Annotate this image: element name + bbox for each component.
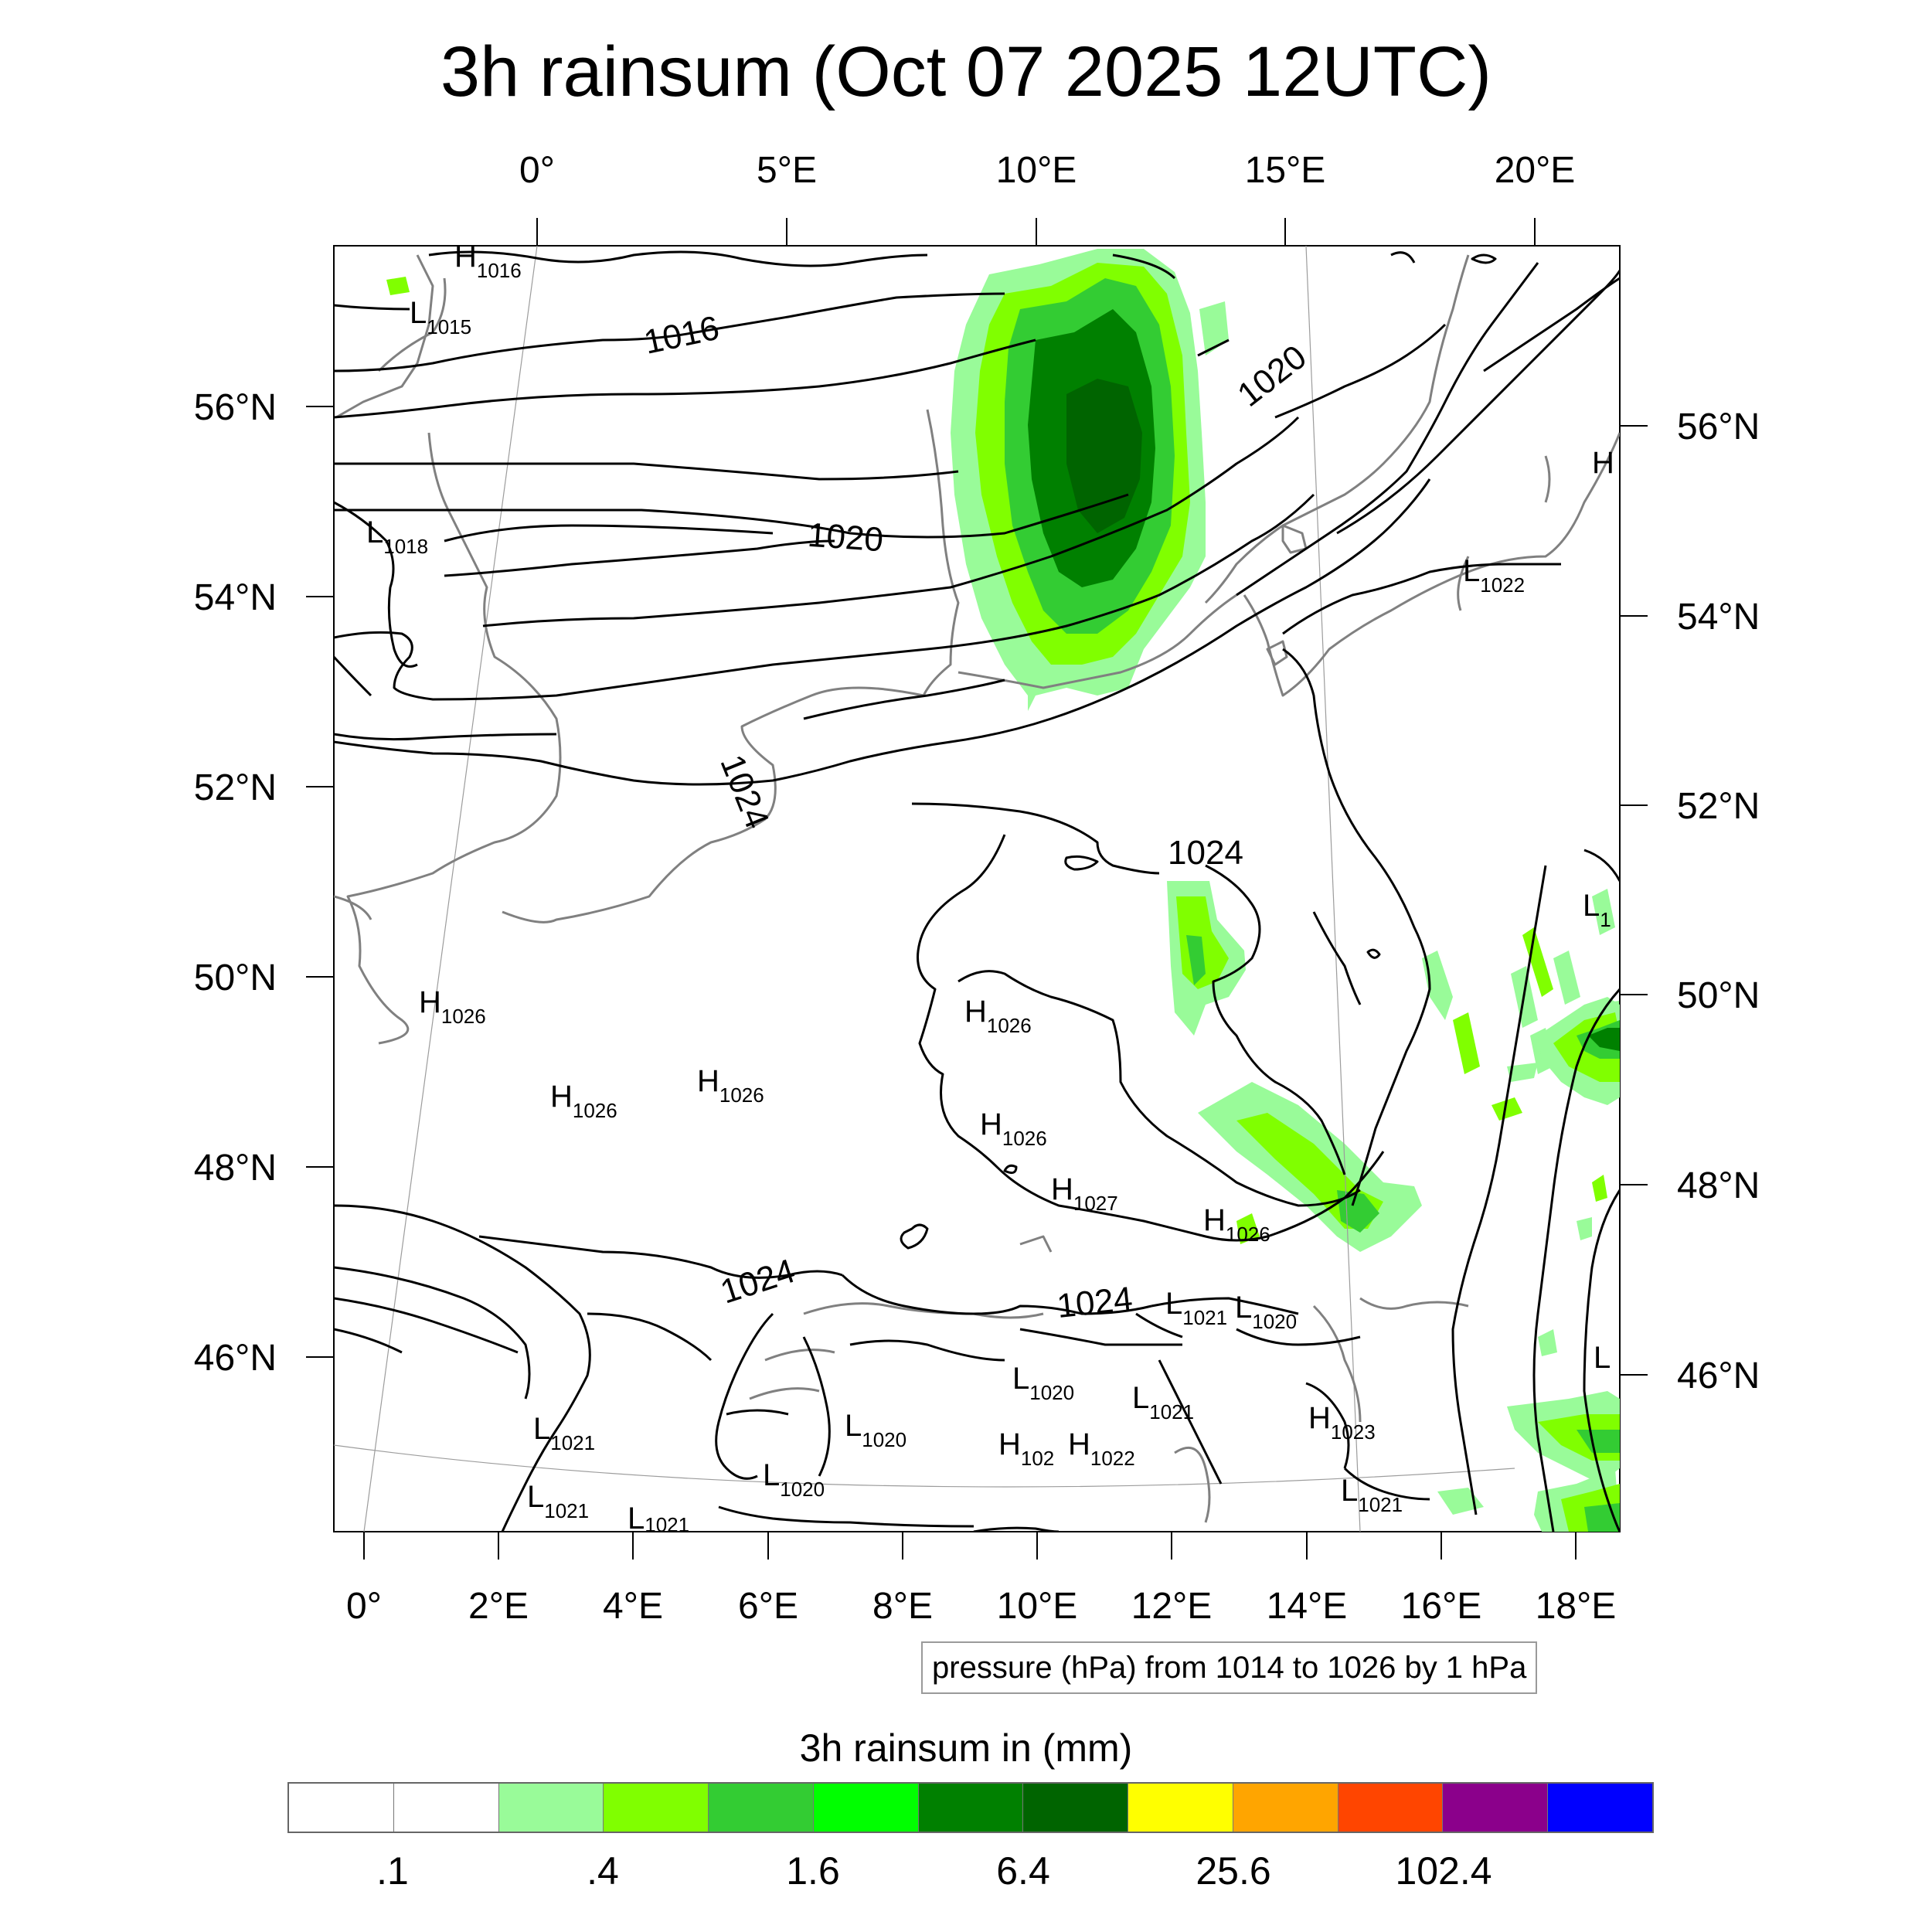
high-pressure-label: H1026 xyxy=(980,1107,1047,1150)
low-pressure-label: L1020 xyxy=(845,1409,906,1451)
left-lat-label: 50°N xyxy=(194,957,277,998)
low-pressure-label: L1018 xyxy=(366,515,428,558)
colorbar-box xyxy=(289,1784,393,1832)
high-pressure-label: H1026 xyxy=(419,985,486,1028)
colorbar-label: .1 xyxy=(376,1849,409,1893)
low-pressure-label: L1021 xyxy=(527,1480,589,1522)
bottom-lon-label: 4°E xyxy=(603,1586,663,1627)
low-pressure-label: L xyxy=(1594,1341,1611,1375)
low-pressure-label: L1022 xyxy=(1463,554,1525,597)
bottom-lon-label: 18°E xyxy=(1536,1586,1617,1627)
low-pressure-label: L1020 xyxy=(1012,1362,1074,1404)
left-lat-label: 54°N xyxy=(194,577,277,618)
right-lat-labels: 56°N 54°N 52°N 50°N 48°N 46°N xyxy=(1677,406,1760,1396)
graticule xyxy=(334,246,1515,1532)
colorbar-box xyxy=(812,1784,918,1832)
high-pressure-label: H1022 xyxy=(1068,1427,1135,1470)
colorbar-box xyxy=(393,1784,498,1832)
left-lat-labels: 56°N 54°N 52°N 50°N 48°N 46°N xyxy=(194,387,277,1379)
low-pressure-label: L1021 xyxy=(533,1412,595,1454)
right-lat-label: 50°N xyxy=(1677,975,1760,1016)
high-pressure-label: H102 xyxy=(998,1427,1054,1470)
high-pressure-label: H1023 xyxy=(1308,1401,1376,1444)
low-pressure-label: L1021 xyxy=(628,1502,689,1536)
colorbar-box xyxy=(1442,1784,1548,1832)
colorbar-label: 25.6 xyxy=(1196,1849,1271,1893)
tick-marks xyxy=(306,218,1648,1560)
low-pressure-label: L1015 xyxy=(410,296,471,338)
left-lat-label: 46°N xyxy=(194,1338,277,1379)
high-pressure-label: H1026 xyxy=(697,1064,764,1107)
colorbar-box xyxy=(603,1784,709,1832)
colorbar-label: 102.4 xyxy=(1395,1849,1492,1893)
colorbar-box xyxy=(708,1784,813,1832)
low-pressure-label: L1021 xyxy=(1341,1474,1403,1516)
bottom-lon-label: 10°E xyxy=(997,1586,1078,1627)
right-lat-label: 48°N xyxy=(1677,1165,1760,1206)
right-lat-label: 54°N xyxy=(1677,597,1760,638)
colorbar-box xyxy=(1232,1784,1338,1832)
low-pressure-label: L1020 xyxy=(1235,1291,1297,1333)
isobar-label: 1024 xyxy=(1055,1280,1134,1325)
top-lon-label: 10°E xyxy=(996,150,1077,191)
low-pressure-label: L1021 xyxy=(1132,1381,1194,1423)
colorbar-box xyxy=(1547,1784,1652,1832)
bottom-lon-label: 0° xyxy=(346,1586,382,1627)
isobar-label: 1020 xyxy=(806,516,884,560)
colorbar-box xyxy=(917,1784,1023,1832)
colorbar-box xyxy=(1337,1784,1443,1832)
colorbar-box xyxy=(1022,1784,1128,1832)
pressure-centers: H1016 L1015 L1018 L1022 H L1 H1026 H1026… xyxy=(366,240,1614,1536)
coastlines xyxy=(334,254,1620,1523)
low-pressure-label: L1020 xyxy=(763,1458,825,1501)
contour-info-box: pressure (hPa) from 1014 to 1026 by 1 hP… xyxy=(921,1641,1538,1694)
bottom-lon-label: 16°E xyxy=(1401,1586,1482,1627)
isobars xyxy=(334,250,1620,1532)
high-pressure-label: H1016 xyxy=(454,240,522,282)
high-pressure-label: H xyxy=(1592,446,1614,480)
bottom-lon-label: 2°E xyxy=(468,1586,529,1627)
high-pressure-label: H1026 xyxy=(1203,1203,1270,1246)
top-lon-label: 15°E xyxy=(1245,150,1326,191)
colorbar-box xyxy=(1128,1784,1233,1832)
top-lon-label: 5°E xyxy=(757,150,817,191)
bottom-lon-label: 14°E xyxy=(1267,1586,1348,1627)
high-pressure-label: H1026 xyxy=(964,995,1032,1037)
low-pressure-label: L1 xyxy=(1583,889,1611,931)
right-lat-label: 56°N xyxy=(1677,406,1760,447)
left-lat-label: 56°N xyxy=(194,387,277,428)
colorbar-label: .4 xyxy=(587,1849,619,1893)
right-lat-label: 46°N xyxy=(1677,1355,1760,1396)
low-pressure-label: L1021 xyxy=(1165,1287,1227,1329)
colorbar xyxy=(287,1782,1654,1833)
high-pressure-label: H1027 xyxy=(1051,1172,1118,1215)
bottom-lon-label: 6°E xyxy=(738,1586,798,1627)
bottom-lon-label: 8°E xyxy=(872,1586,933,1627)
right-lat-label: 52°N xyxy=(1677,786,1760,827)
top-lon-label: 0° xyxy=(519,150,555,191)
top-lon-labels: 0° 5°E 10°E 15°E 20°E xyxy=(519,150,1575,191)
bottom-lon-label: 12°E xyxy=(1131,1586,1213,1627)
colorbar-box xyxy=(498,1784,604,1832)
map-title: 3h rainsum (Oct 07 2025 12UTC) xyxy=(440,32,1492,111)
colorbar-title: 3h rainsum in (mm) xyxy=(799,1726,1133,1770)
left-lat-label: 48°N xyxy=(194,1148,277,1189)
high-pressure-label: H1026 xyxy=(550,1080,617,1122)
colorbar-label: 6.4 xyxy=(996,1849,1050,1893)
bottom-lon-labels: 0° 2°E 4°E 6°E 8°E 10°E 12°E 14°E 16°E 1… xyxy=(346,1586,1616,1627)
colorbar-label: 1.6 xyxy=(786,1849,840,1893)
top-lon-label: 20°E xyxy=(1495,150,1576,191)
isobar-label: 1024 xyxy=(1168,834,1243,872)
left-lat-label: 52°N xyxy=(194,767,277,808)
